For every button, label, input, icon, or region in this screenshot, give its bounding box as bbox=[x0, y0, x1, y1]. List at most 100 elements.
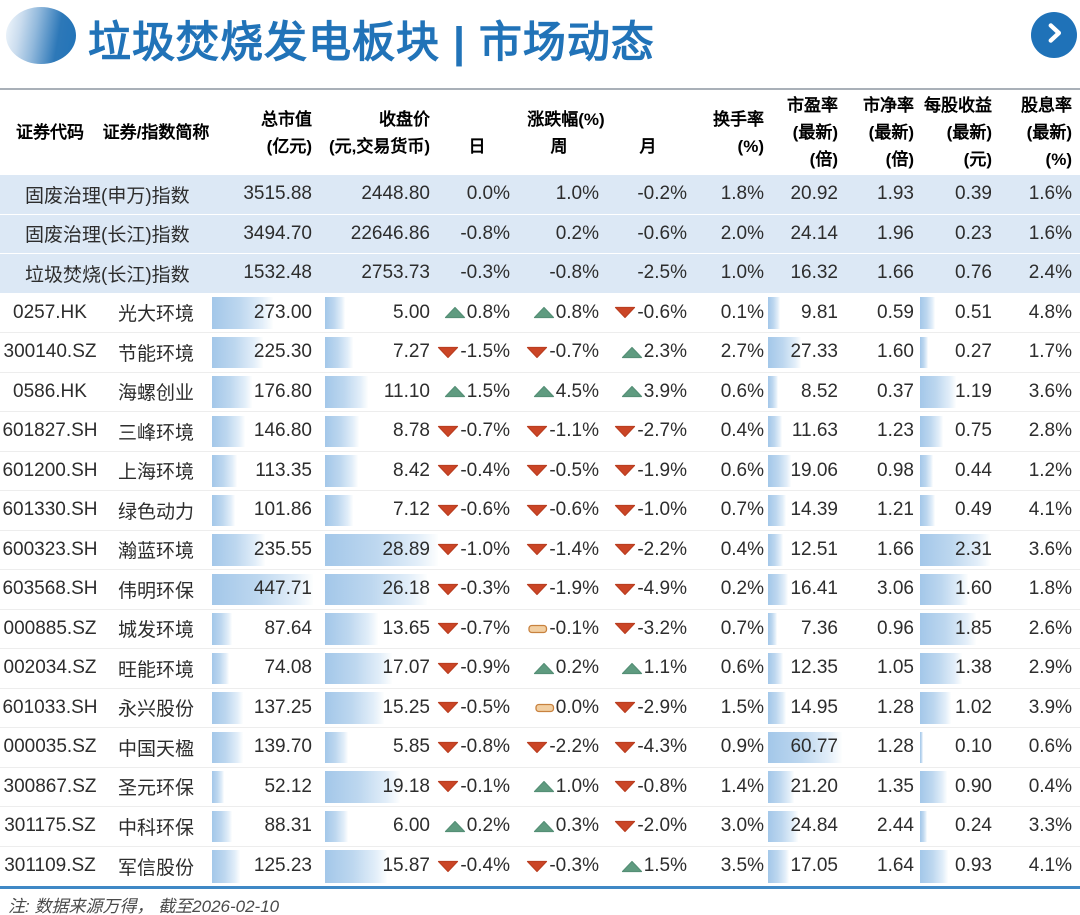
month-change-cell: -0.6% bbox=[637, 222, 687, 244]
pe-databar bbox=[768, 415, 783, 447]
stock-row: 300867.SZ 圣元环保 52.12 19.18 -0.1% 1.0% -0.8% 1.4… bbox=[0, 767, 1080, 807]
down-triangle-icon bbox=[614, 583, 636, 596]
code-cell: 601200.SH bbox=[2, 459, 98, 481]
pb-cell: 1.96 bbox=[877, 222, 914, 244]
pe-cell: 8.52 bbox=[768, 373, 846, 412]
chevron-right-icon bbox=[1041, 20, 1067, 51]
mktcap-databar bbox=[212, 494, 235, 526]
week-change-cell: 0.0% bbox=[514, 689, 604, 728]
pb-cell: 1.64 bbox=[877, 855, 914, 877]
day-change-cell: -0.1% bbox=[438, 768, 514, 807]
up-triangle-icon bbox=[621, 860, 643, 873]
eps-databar bbox=[920, 613, 976, 645]
week-change-cell: -2.2% bbox=[514, 728, 604, 767]
turnover-cell: 0.4% bbox=[720, 420, 764, 442]
turnover-cell: 1.4% bbox=[720, 775, 764, 797]
pe-cell: 12.35 bbox=[768, 649, 846, 688]
next-button[interactable] bbox=[1031, 12, 1077, 58]
week-change-cell: -0.7% bbox=[514, 333, 604, 372]
name-cell: 永兴股份 bbox=[117, 699, 194, 721]
pe-cell: 12.51 bbox=[768, 531, 846, 570]
market-cap-cell: 101.86 bbox=[212, 491, 325, 530]
title-bar: 垃圾焚烧发电板块 | 市场动态 bbox=[0, 0, 1080, 88]
eps-databar bbox=[920, 297, 936, 329]
eps-databar bbox=[920, 731, 924, 763]
pe-cell: 27.33 bbox=[768, 333, 846, 372]
week-change-cell: 0.3% bbox=[514, 807, 604, 846]
down-triangle-icon bbox=[526, 741, 548, 754]
header-market-cap: 总市值 (亿元) bbox=[261, 109, 312, 156]
month-change-cell: 1.5% bbox=[604, 847, 692, 887]
turnover-cell: 0.4% bbox=[720, 538, 764, 560]
month-change-cell: -2.5% bbox=[637, 262, 687, 284]
pe-databar bbox=[768, 731, 843, 763]
header-change-label: 涨跌幅(%) bbox=[527, 109, 605, 129]
dividend-cell: 3.6% bbox=[1028, 538, 1072, 560]
market-cap-cell: 137.25 bbox=[212, 689, 325, 728]
pe-databar bbox=[768, 692, 787, 724]
header-code: 证券代码 bbox=[16, 123, 84, 142]
down-triangle-icon bbox=[437, 346, 459, 359]
pe-cell: 7.36 bbox=[768, 610, 846, 649]
dividend-cell: 4.8% bbox=[1028, 301, 1072, 323]
mktcap-databar bbox=[212, 534, 265, 566]
down-triangle-icon bbox=[437, 464, 459, 477]
pb-cell: 1.60 bbox=[877, 341, 914, 363]
close-price-cell: 19.18 bbox=[325, 768, 440, 807]
pb-cell: 1.66 bbox=[877, 262, 914, 284]
pb-cell: 1.66 bbox=[877, 538, 914, 560]
name-cell: 瀚蓝环境 bbox=[117, 541, 194, 563]
title-decoration-icon bbox=[6, 7, 76, 64]
eps-databar bbox=[920, 652, 962, 684]
pe-cell: 9.81 bbox=[768, 294, 846, 333]
turnover-cell: 3.5% bbox=[720, 855, 764, 877]
down-triangle-icon bbox=[437, 622, 459, 635]
close-databar bbox=[325, 613, 379, 645]
pb-cell: 2.44 bbox=[877, 815, 914, 837]
eps-databar bbox=[920, 455, 934, 487]
pb-cell: 1.28 bbox=[877, 736, 914, 758]
pb-cell: 1.35 bbox=[877, 775, 914, 797]
stock-row: 603568.SH 伟明环保 447.71 26.18 -0.3% -1.9% -4.9% 0… bbox=[0, 570, 1080, 610]
close-databar bbox=[325, 850, 387, 883]
down-triangle-icon bbox=[614, 306, 636, 319]
close-databar bbox=[325, 336, 354, 368]
pb-cell: 0.59 bbox=[877, 301, 914, 323]
dividend-cell: 1.2% bbox=[1028, 459, 1072, 481]
header-dividend-yield: 股息率 (最新) (%) bbox=[1021, 96, 1072, 169]
month-change-cell: -0.8% bbox=[604, 768, 692, 807]
pe-cell: 19.06 bbox=[768, 452, 846, 491]
market-cap-cell: 1532.48 bbox=[243, 262, 312, 284]
month-change-cell: 2.3% bbox=[604, 333, 692, 372]
month-change-cell: 3.9% bbox=[604, 373, 692, 412]
down-triangle-icon bbox=[614, 820, 636, 833]
down-triangle-icon bbox=[614, 425, 636, 438]
close-price-cell: 13.65 bbox=[325, 610, 440, 649]
down-triangle-icon bbox=[526, 860, 548, 873]
market-cap-cell: 87.64 bbox=[212, 610, 325, 649]
pe-cell: 14.95 bbox=[768, 689, 846, 728]
down-triangle-icon bbox=[614, 780, 636, 793]
eps-databar bbox=[920, 573, 969, 605]
flat-dash-icon bbox=[535, 703, 555, 713]
month-change-cell: -1.0% bbox=[604, 491, 692, 530]
down-triangle-icon bbox=[526, 346, 548, 359]
market-cap-cell: 225.30 bbox=[212, 333, 325, 372]
stock-row: 002034.SZ 旺能环境 74.08 17.07 -0.9% 0.2% 1.1% 0.6%… bbox=[0, 649, 1080, 689]
turnover-cell: 0.1% bbox=[720, 301, 764, 323]
index-name-cell: 固废治理(长江)指数 bbox=[25, 225, 190, 247]
pe-cell: 11.63 bbox=[768, 412, 846, 451]
close-databar bbox=[325, 573, 428, 605]
day-change-cell: -1.0% bbox=[438, 531, 514, 570]
down-triangle-icon bbox=[614, 464, 636, 477]
code-cell: 002034.SZ bbox=[3, 657, 97, 679]
week-change-cell: -1.9% bbox=[514, 570, 604, 609]
pe-cell: 17.05 bbox=[768, 847, 846, 887]
down-triangle-icon bbox=[526, 464, 548, 477]
pe-databar bbox=[768, 336, 802, 368]
eps-databar bbox=[920, 534, 990, 566]
down-triangle-icon bbox=[614, 701, 636, 714]
close-price-cell: 15.87 bbox=[325, 847, 440, 887]
up-triangle-icon bbox=[533, 385, 555, 398]
